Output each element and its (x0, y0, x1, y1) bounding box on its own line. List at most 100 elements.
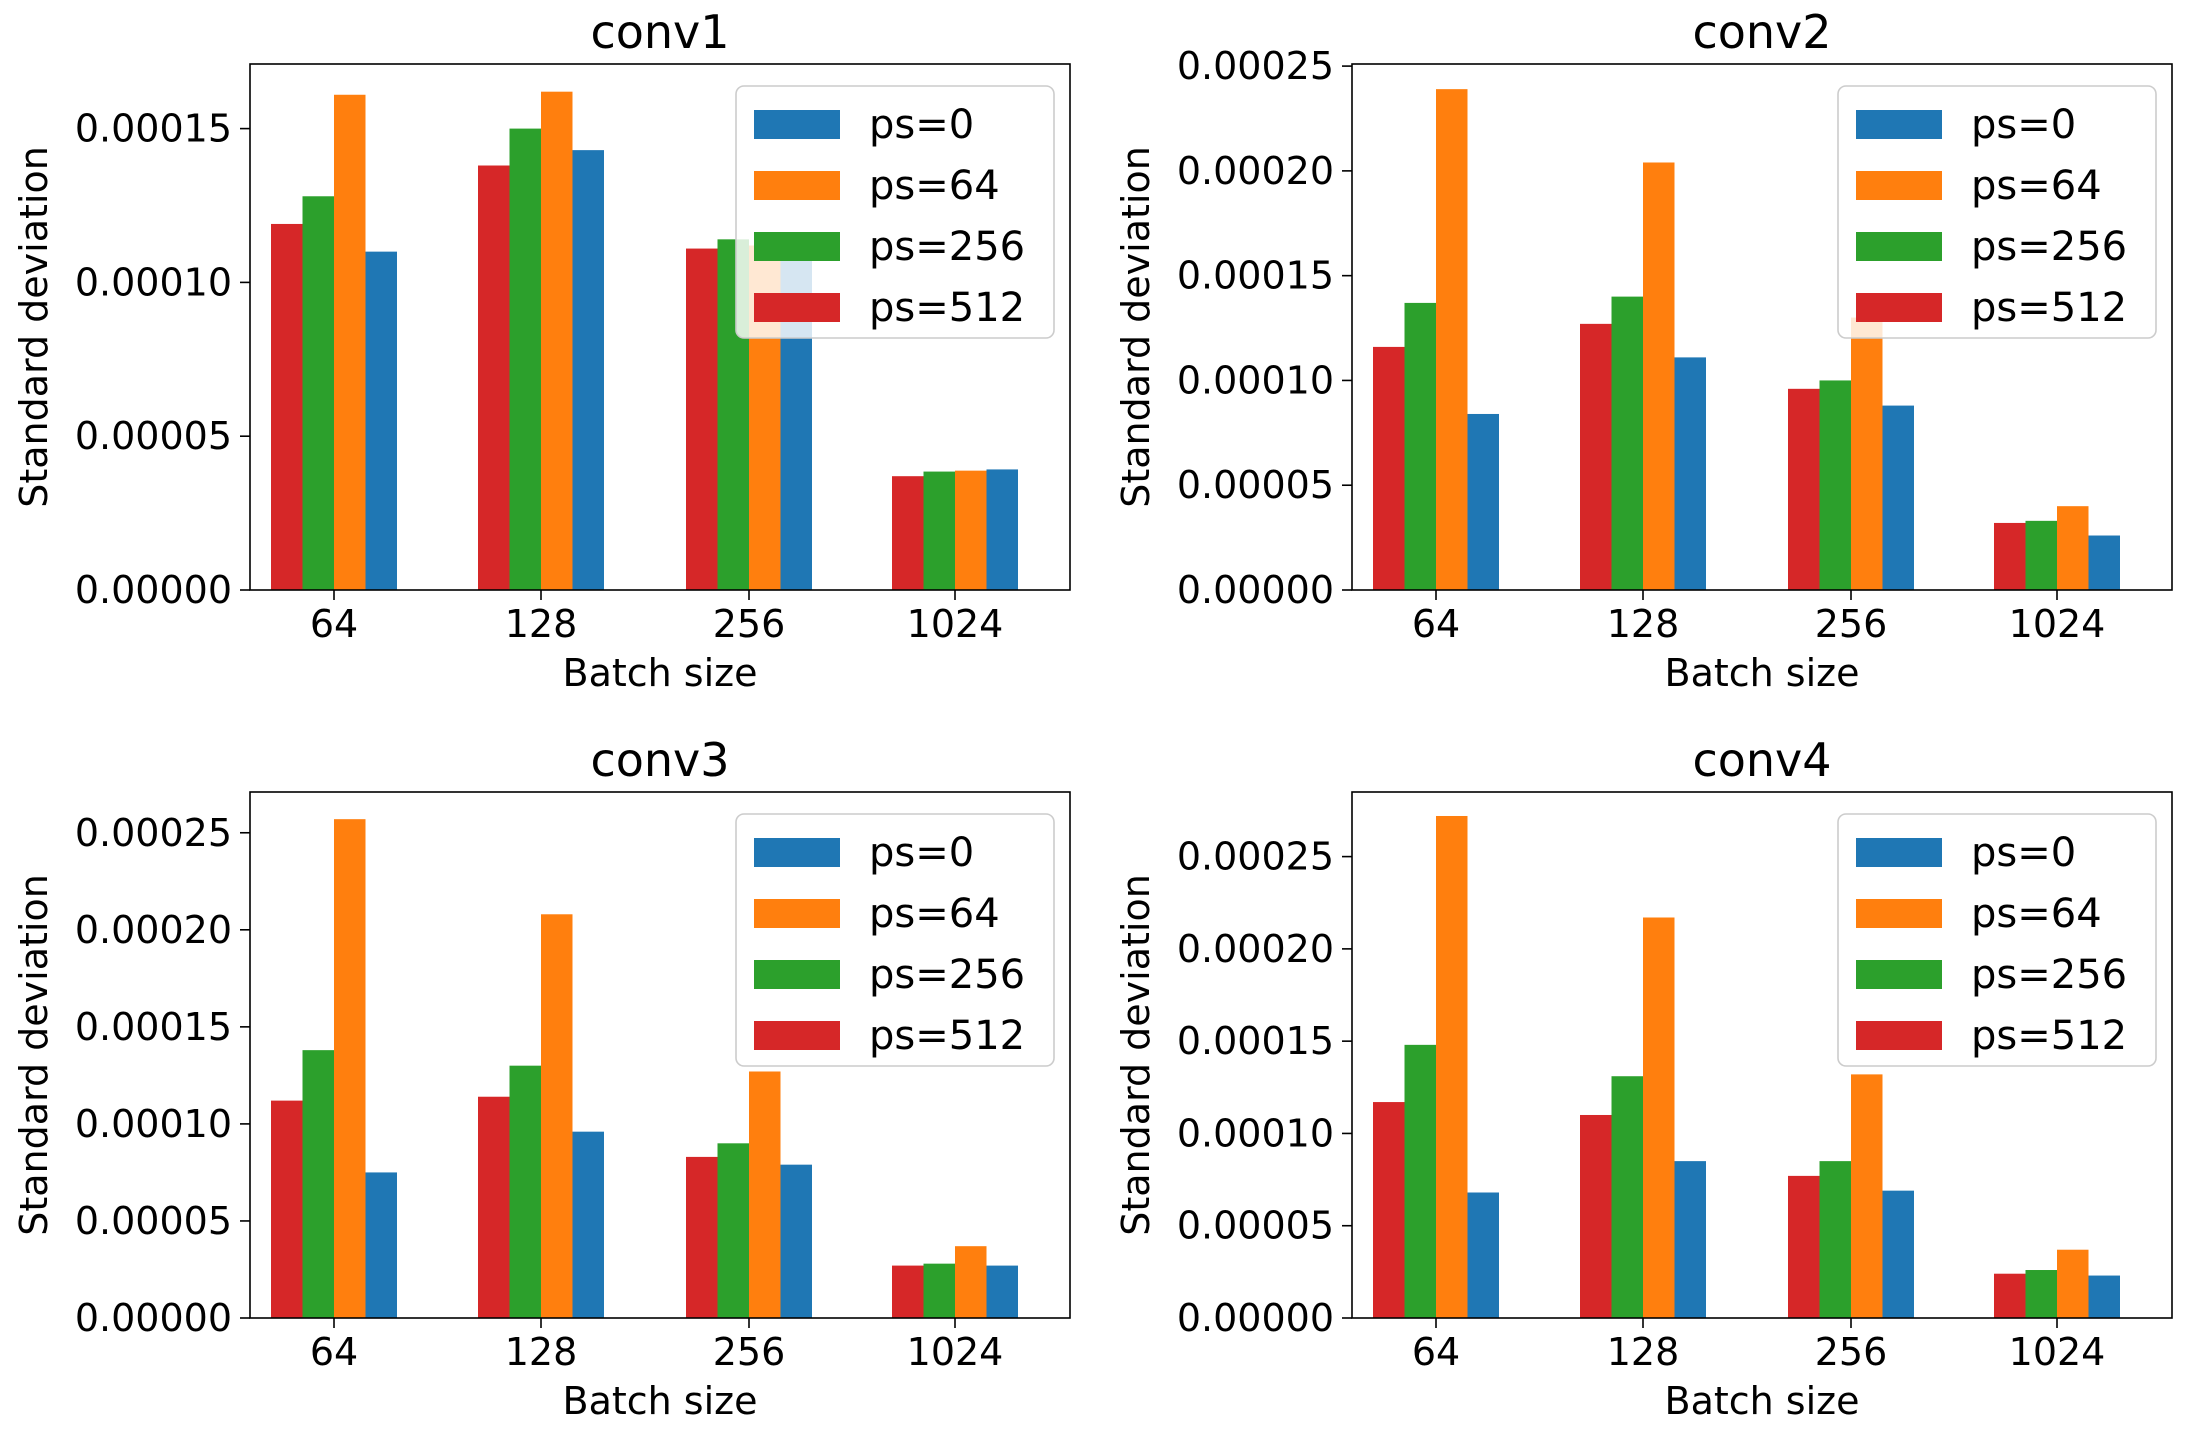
legend-swatch-ps=512 (1856, 1021, 1942, 1050)
legend-label: ps=0 (869, 102, 974, 148)
bar-ps=64-256 (749, 1071, 781, 1318)
bar-ps=512-128 (478, 165, 510, 590)
legend-box (1837, 813, 2157, 1067)
legend: ps=0 ps=64 ps=256 ps=512 (735, 85, 1055, 339)
bar-ps=64-128 (541, 914, 573, 1318)
x-tick-label: 1024 (2009, 602, 2106, 646)
x-tick-label: 256 (713, 1330, 786, 1374)
y-tick-label: 0.00000 (75, 568, 232, 612)
x-axis-label: Batch size (563, 651, 758, 695)
axes-frame (249, 63, 1071, 591)
bar-ps=256-128 (1611, 1076, 1643, 1318)
y-tick-label: 0.00000 (75, 1296, 232, 1340)
legend-swatch-ps=64 (1856, 899, 1942, 928)
legend-box (735, 813, 1055, 1067)
legend-swatch-ps=64 (754, 899, 840, 928)
y-axis-label: Standard deviation (12, 146, 56, 508)
subplot-conv1: conv1 0.00000 0.00005 0.00010 0.00015 64 128 25… (12, 5, 1071, 695)
y-tick-label: 0.00015 (75, 1005, 232, 1049)
y-tick-label: 0.00005 (1177, 463, 1334, 507)
bar-ps=512-256 (1788, 388, 1820, 590)
legend-swatch-ps=256 (1856, 960, 1942, 989)
y-tick-label: 0.00000 (1177, 1296, 1334, 1340)
bar-ps=256-256 (717, 1143, 749, 1318)
bar-ps=512-64 (1373, 1102, 1405, 1318)
bar-ps=256-64 (302, 1050, 334, 1318)
legend-swatch-ps=512 (1856, 293, 1942, 322)
bar-ps=0-128 (572, 1131, 604, 1318)
y-axis-label: Standard deviation (1114, 146, 1158, 508)
x-tick-label: 128 (1607, 1330, 1680, 1374)
legend-label: ps=0 (1971, 830, 2076, 876)
bar-ps=256-64 (302, 196, 334, 590)
bar-ps=64-1024 (955, 470, 987, 590)
x-axis-label: Batch size (1665, 651, 1860, 695)
chart-title: conv3 (590, 733, 729, 787)
chart-title: conv2 (1692, 5, 1831, 59)
y-tick-label: 0.00025 (75, 811, 232, 855)
legend-swatch-ps=0 (1856, 838, 1942, 867)
axes-frame (249, 791, 1071, 1319)
bar-ps=512-64 (1373, 346, 1405, 590)
bar-ps=64-128 (1643, 917, 1675, 1318)
chart-title: conv4 (1692, 733, 1831, 787)
legend-label: ps=0 (869, 830, 974, 876)
legend-label: ps=0 (1971, 102, 2076, 148)
legend-swatch-ps=0 (754, 838, 840, 867)
y-tick-label: 0.00025 (1177, 44, 1334, 88)
legend-box (735, 85, 1055, 339)
legend-swatch-ps=64 (754, 171, 840, 200)
legend-swatch-ps=256 (754, 232, 840, 261)
bar-ps=512-256 (1788, 1175, 1820, 1318)
bar-ps=0-128 (1674, 1161, 1706, 1318)
bar-ps=0-64 (1467, 413, 1499, 590)
y-tick-label: 0.00020 (1177, 927, 1334, 971)
y-tick-label: 0.00015 (1177, 1019, 1334, 1063)
bar-ps=512-128 (1580, 323, 1612, 590)
x-tick-label: 256 (1815, 1330, 1888, 1374)
legend-label: ps=256 (1971, 224, 2127, 270)
subplot-conv2: conv2 0.00000 0.00005 0.00010 0.00015 0.00020… (1114, 5, 2173, 695)
axes-frame (1351, 791, 2173, 1319)
bar-ps=256-1024 (923, 1263, 955, 1318)
x-tick-label: 64 (1412, 602, 1460, 646)
y-tick-label: 0.00000 (1177, 568, 1334, 612)
legend-swatch-ps=256 (754, 960, 840, 989)
bar-ps=512-1024 (892, 1265, 924, 1318)
bar-ps=0-256 (1882, 405, 1914, 590)
bar-ps=512-64 (271, 223, 303, 590)
bar-ps=64-128 (541, 91, 573, 591)
bar-ps=0-256 (780, 1164, 812, 1318)
legend: ps=0 ps=64 ps=256 ps=512 (1837, 813, 2157, 1067)
y-tick-label: 0.00010 (75, 1102, 232, 1146)
legend-label: ps=256 (869, 224, 1025, 270)
x-axis-label: Batch size (563, 1379, 758, 1423)
x-tick-label: 1024 (2009, 1330, 2106, 1374)
x-tick-label: 256 (713, 602, 786, 646)
legend-label: ps=64 (1971, 891, 2102, 937)
bar-ps=512-128 (1580, 1114, 1612, 1318)
y-tick-label: 0.00020 (75, 908, 232, 952)
bar-ps=64-64 (1436, 89, 1468, 591)
bar-ps=256-256 (1819, 1161, 1851, 1318)
bar-ps=256-128 (1611, 296, 1643, 590)
bar-ps=512-64 (271, 1100, 303, 1318)
bar-ps=0-64 (1467, 1192, 1499, 1318)
bar-ps=512-128 (478, 1096, 510, 1318)
y-tick-label: 0.00010 (75, 260, 232, 304)
subplot-conv3: conv3 0.00000 0.00005 0.00010 0.00015 0.00020… (12, 733, 1071, 1423)
bar-ps=0-256 (1882, 1190, 1914, 1318)
legend-swatch-ps=256 (1856, 232, 1942, 261)
x-tick-label: 256 (1815, 602, 1888, 646)
subplot-conv4: conv4 0.00000 0.00005 0.00010 0.00015 0.00020… (1114, 733, 2173, 1423)
bar-ps=0-1024 (2088, 535, 2120, 590)
legend-label: ps=256 (1971, 952, 2127, 998)
legend-label: ps=512 (869, 285, 1025, 331)
legend-label: ps=256 (869, 952, 1025, 998)
legend-swatch-ps=512 (754, 293, 840, 322)
bar-ps=0-128 (1674, 357, 1706, 590)
y-tick-label: 0.00005 (75, 1199, 232, 1243)
bar-ps=64-1024 (2057, 1249, 2089, 1318)
bar-ps=512-256 (686, 248, 718, 590)
